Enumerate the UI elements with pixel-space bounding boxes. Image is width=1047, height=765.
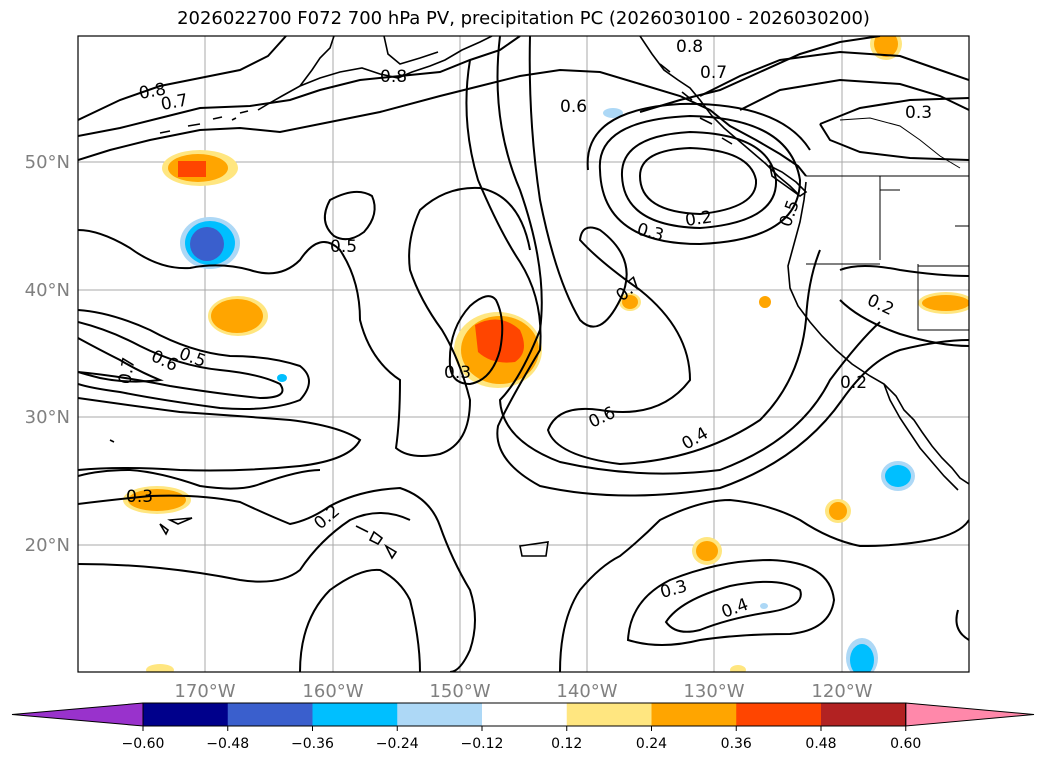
map-frame bbox=[77, 35, 970, 673]
colorbar-tick-label: −0.60 bbox=[122, 736, 165, 752]
colorbar-tick-label: 0.24 bbox=[636, 736, 667, 752]
contour-label: 0.3 bbox=[905, 103, 932, 123]
colorbar-segment bbox=[651, 703, 737, 726]
lat-tick-label: 40°N bbox=[25, 280, 70, 301]
map-title: 2026022700 F072 700 hPa PV, precipitatio… bbox=[177, 8, 870, 29]
contour-label: 0.7 bbox=[700, 63, 727, 83]
lat-tick-label: 30°N bbox=[25, 407, 70, 428]
lon-tick-label: 170°W bbox=[174, 681, 235, 702]
colorbar-tick-label: −0.48 bbox=[206, 736, 249, 752]
contour-label: 0.8 bbox=[380, 67, 407, 87]
contour-label: 0.7 bbox=[159, 91, 189, 115]
contour-label: 0.8 bbox=[676, 37, 703, 57]
colorbar-segment bbox=[143, 703, 229, 726]
colorbar-segment bbox=[821, 703, 907, 726]
contour-label: 0.7 bbox=[115, 356, 139, 386]
colorbar-tick-label: −0.12 bbox=[461, 736, 504, 752]
contour-label: 0.5 bbox=[330, 237, 357, 257]
lon-tick-label: 130°W bbox=[683, 681, 744, 702]
colorbar-segment bbox=[736, 703, 822, 726]
lon-tick-label: 140°W bbox=[556, 681, 617, 702]
colorbar-tick-label: −0.36 bbox=[291, 736, 334, 752]
contour-label: 0.6 bbox=[560, 97, 587, 117]
colorbar-segment bbox=[227, 703, 313, 726]
lon-tick-label: 160°W bbox=[302, 681, 363, 702]
colorbar-segment bbox=[397, 703, 483, 726]
colorbar-tick-label: 0.12 bbox=[551, 736, 582, 752]
colorbar-segment bbox=[566, 703, 652, 726]
contour-label: 0.3 bbox=[126, 487, 153, 507]
contour-label: 0.8 bbox=[137, 80, 167, 104]
colorbar-tick-label: 0.48 bbox=[805, 736, 836, 752]
colorbar-tick-label: 0.60 bbox=[890, 736, 921, 752]
colorbar: −0.60 −0.48 −0.36 −0.24 −0.12 0.12 0.24 0.36 0.4… bbox=[11, 702, 1035, 752]
colorbar-frame bbox=[142, 702, 907, 727]
lon-axis: 170°W 160°W 150°W 140°W 130°W 120°W bbox=[174, 681, 872, 702]
colorbar-segment bbox=[312, 703, 398, 726]
colorbar-segment bbox=[482, 703, 568, 726]
colorbar-tick-label: 0.36 bbox=[721, 736, 752, 752]
contour-label: 0.2 bbox=[840, 373, 867, 393]
contour-label: 0.2 bbox=[684, 207, 714, 231]
lat-tick-label: 20°N bbox=[25, 535, 70, 556]
precip-shading bbox=[123, 36, 969, 672]
coastlines bbox=[109, 36, 969, 560]
lon-tick-label: 150°W bbox=[429, 681, 490, 702]
colorbar-tick-label: −0.24 bbox=[376, 736, 419, 752]
lon-tick-label: 120°W bbox=[811, 681, 872, 702]
pv-contours bbox=[78, 36, 969, 672]
contour-label: 0.3 bbox=[444, 363, 471, 383]
colorbar-extend-min bbox=[11, 702, 144, 727]
colorbar-extend-max bbox=[905, 702, 1035, 727]
lat-axis: 50°N 40°N 30°N 20°N bbox=[25, 152, 70, 556]
lat-tick-label: 50°N bbox=[25, 152, 70, 173]
